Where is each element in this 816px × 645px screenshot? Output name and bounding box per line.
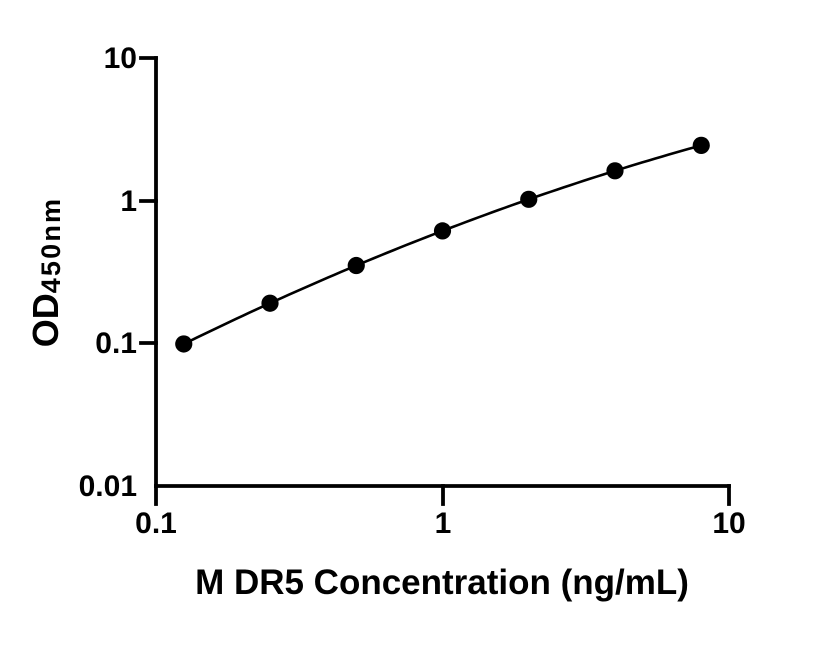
svg-text:1: 1: [435, 507, 452, 540]
svg-text:M DR5 Concentration (ng/mL): M DR5 Concentration (ng/mL): [195, 563, 689, 602]
svg-text:OD450nm: OD450nm: [25, 197, 66, 348]
svg-text:10: 10: [104, 42, 137, 75]
svg-text:10: 10: [712, 507, 745, 540]
svg-text:0.1: 0.1: [95, 327, 137, 360]
svg-text:1: 1: [120, 185, 137, 218]
svg-text:0.1: 0.1: [135, 507, 177, 540]
svg-text:0.01: 0.01: [79, 470, 137, 503]
